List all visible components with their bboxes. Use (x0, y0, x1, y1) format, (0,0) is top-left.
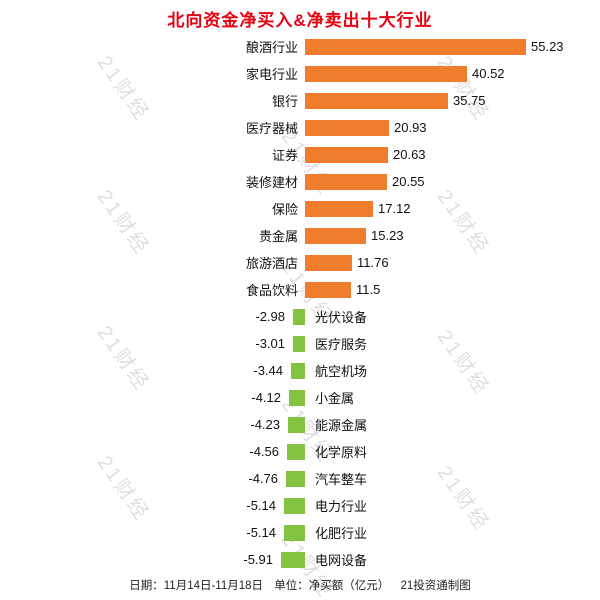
chart-row-positive: 家电行业 40.52 (0, 60, 600, 87)
value-label: -5.14 (246, 498, 276, 513)
category-label: 证券 (271, 148, 298, 163)
negative-bar (289, 389, 305, 406)
chart-row-positive: 医疗器械 20.93 (0, 114, 600, 141)
value-label: -3.01 (255, 336, 285, 351)
category-label: 酿酒行业 (245, 40, 298, 55)
value-label: 17.12 (378, 201, 411, 216)
category-label: 汽车整车 (315, 472, 368, 487)
value-label: 15.23 (371, 228, 404, 243)
value-label: 35.75 (453, 93, 486, 108)
negative-bar (286, 470, 305, 487)
negative-bar-zone: -5.14 (0, 524, 305, 541)
chart-rows: 酿酒行业 55.23 家电行业 40.52 银行 35.75 医疗器械 20.93 证券 20.6… (0, 33, 600, 573)
negative-bar (287, 443, 305, 460)
negative-bar-zone: -5.91 (0, 551, 305, 568)
chart-row-positive: 贵金属 15.23 (0, 222, 600, 249)
value-label: 20.55 (392, 174, 425, 189)
positive-bar (305, 254, 352, 271)
negative-bar-zone: -5.14 (0, 497, 305, 514)
chart-row-negative: -3.01 医疗服务 (0, 330, 600, 357)
negative-bar (284, 524, 305, 541)
negative-bar-zone: -3.44 (0, 362, 305, 379)
chart-row-positive: 旅游酒店 11.76 (0, 249, 600, 276)
chart-row-negative: -4.12 小金属 (0, 384, 600, 411)
negative-bar-zone: -4.76 (0, 470, 305, 487)
category-label: 电网设备 (315, 553, 368, 568)
chart-row-positive: 保险 17.12 (0, 195, 600, 222)
category-label: 家电行业 (245, 67, 298, 82)
negative-bar-zone: -2.98 (0, 308, 305, 325)
chart-row-negative: -3.44 航空机场 (0, 357, 600, 384)
chart-row-positive: 装修建材 20.55 (0, 168, 600, 195)
footer-unit: 单位：净买额（亿元） (274, 580, 390, 592)
chart-row-negative: -4.23 能源金属 (0, 411, 600, 438)
footer-date: 日期：11月14日-11月18日 (129, 580, 264, 592)
category-label: 医疗服务 (315, 337, 368, 352)
value-label: 11.76 (357, 255, 389, 270)
footer-credit: 21投资通制图 (400, 580, 471, 592)
negative-bar-zone: -4.56 (0, 443, 305, 460)
chart-row-positive: 银行 35.75 (0, 87, 600, 114)
value-label: 11.5 (356, 282, 381, 297)
category-label: 食品饮料 (245, 283, 298, 298)
positive-bar (305, 173, 387, 190)
chart-row-positive: 证券 20.63 (0, 141, 600, 168)
negative-bar (281, 551, 305, 568)
chart-row-negative: -2.98 光伏设备 (0, 303, 600, 330)
category-label: 能源金属 (315, 418, 368, 433)
chart-title: 北向资金净买入&净卖出十大行业 (167, 11, 433, 30)
chart-row-negative: -5.14 电力行业 (0, 492, 600, 519)
category-label: 贵金属 (258, 229, 298, 244)
positive-bar (305, 227, 366, 244)
negative-bar-zone: -4.12 (0, 389, 305, 406)
category-label: 保险 (271, 202, 298, 217)
chart-row-negative: -4.76 汽车整车 (0, 465, 600, 492)
positive-bar (305, 92, 448, 109)
category-label: 电力行业 (315, 499, 368, 514)
positive-bar (305, 38, 526, 55)
value-label: -5.14 (246, 525, 276, 540)
chart-row-positive: 食品饮料 11.5 (0, 276, 600, 303)
value-label: -4.76 (248, 471, 278, 486)
category-label: 化学原料 (315, 445, 368, 460)
chart-footer: 日期：11月14日-11月18日 单位：净买额（亿元） 21投资通制图 (0, 577, 600, 593)
category-label: 光伏设备 (315, 310, 368, 325)
value-label: -3.44 (253, 363, 283, 378)
positive-bar (305, 281, 351, 298)
negative-bar-zone: -4.23 (0, 416, 305, 433)
chart-row-negative: -5.14 化肥行业 (0, 519, 600, 546)
value-label: 40.52 (472, 66, 505, 81)
category-label: 旅游酒店 (245, 256, 298, 271)
positive-bar (305, 119, 389, 136)
positive-bar (305, 146, 388, 163)
positive-bar (305, 200, 373, 217)
chart-row-positive: 酿酒行业 55.23 (0, 33, 600, 60)
category-label: 装修建材 (245, 175, 298, 190)
value-label: 55.23 (531, 39, 564, 54)
chart-row-negative: -5.91 电网设备 (0, 546, 600, 573)
negative-bar (293, 335, 305, 352)
value-label: -4.12 (251, 390, 281, 405)
category-label: 银行 (271, 94, 298, 109)
negative-bar (288, 416, 305, 433)
category-label: 小金属 (315, 391, 355, 406)
value-label: -4.23 (250, 417, 280, 432)
negative-bar (284, 497, 305, 514)
value-label: -4.56 (249, 444, 279, 459)
value-label: -2.98 (255, 309, 285, 324)
negative-bar-zone: -3.01 (0, 335, 305, 352)
negative-bar (293, 308, 305, 325)
chart-row-negative: -4.56 化学原料 (0, 438, 600, 465)
value-label: -5.91 (243, 552, 273, 567)
positive-bar (305, 65, 467, 82)
value-label: 20.93 (394, 120, 427, 135)
negative-bar (291, 362, 305, 379)
category-label: 航空机场 (315, 364, 368, 379)
value-label: 20.63 (393, 147, 426, 162)
category-label: 医疗器械 (245, 121, 298, 136)
category-label: 化肥行业 (315, 526, 368, 541)
